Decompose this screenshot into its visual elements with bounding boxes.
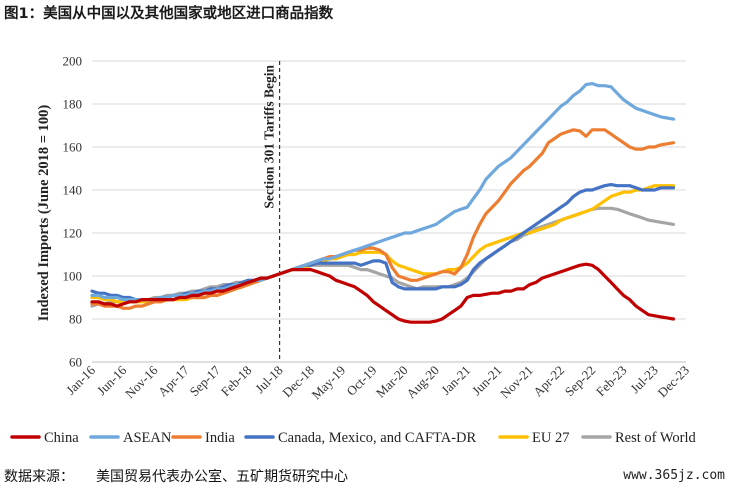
x-tick-label: Aug-20 — [403, 363, 442, 402]
tariff-annotation-label: Section 301 Tariffs Begin — [262, 65, 277, 209]
y-tick-label: 100 — [63, 269, 83, 284]
legend-label: Rest of World — [615, 430, 696, 446]
y-tick-label: 180 — [63, 97, 83, 112]
legend-label: Canada, Mexico, and CAFTA-DR — [278, 430, 477, 446]
y-tick-label: 80 — [69, 312, 82, 327]
watermark: www.365jz.com — [623, 468, 725, 483]
y-axis-label: Indexed Imports (June 2018 = 100) — [36, 105, 52, 322]
legend-label: EU 27 — [532, 430, 569, 446]
legend-item: EU 27 — [498, 430, 569, 446]
x-tick-label: Feb-23 — [593, 363, 630, 400]
y-tick-label: 200 — [63, 54, 83, 69]
x-tick-label: May-19 — [309, 363, 349, 403]
legend-label: China — [44, 430, 79, 446]
tariff-annotation: Section 301 Tariffs Begin — [262, 61, 281, 362]
x-tick-label: Feb-18 — [218, 363, 255, 400]
legend-label: ASEAN — [123, 430, 172, 446]
line-chart: 60 80 100 120 140 160 180 200 Jan-16Jun-16Nov-1… — [10, 54, 696, 446]
source-label: 数据来源： — [4, 469, 74, 485]
legend-item: Canada, Mexico, and CAFTA-DR — [244, 430, 477, 446]
x-tick-label: Mar-20 — [373, 363, 411, 401]
legend-item: China — [10, 430, 79, 446]
y-tick-label: 140 — [63, 183, 83, 198]
source-note: 数据来源： 美国贸易代表办公室、五矿期货研究中心 — [4, 466, 348, 486]
series-line-asean — [90, 81, 676, 302]
legend: China ASEAN India Canada, Mexico, and CAFTA… — [10, 430, 696, 446]
x-tick-label: Apr-17 — [155, 362, 192, 399]
x-axis-ticks: Jan-16Jun-16Nov-16Apr-17Sep-17Feb-18Jul-… — [63, 362, 692, 402]
y-tick-label: 160 — [63, 140, 83, 155]
figure-title: 图1：美国从中国以及其他国家或地区进口商品指数 — [4, 6, 334, 22]
y-axis-ticks: 60 80 100 120 140 160 180 200 — [63, 54, 83, 370]
x-tick-label: Dec-23 — [654, 363, 692, 401]
x-tick-label: Apr-22 — [530, 363, 567, 400]
series-lines — [90, 81, 676, 324]
y-tick-label: 60 — [69, 355, 82, 370]
x-tick-label: Nov-16 — [122, 362, 161, 401]
series-line-india — [90, 128, 676, 310]
legend-item: ASEAN — [89, 430, 172, 446]
x-tick-label: Sep-17 — [187, 362, 224, 399]
legend-item: Rest of World — [581, 430, 696, 446]
x-tick-label: Nov-21 — [497, 363, 536, 402]
x-tick-label: Jan-21 — [438, 363, 473, 398]
legend-item: India — [171, 430, 235, 446]
x-tick-label: Sep-22 — [562, 363, 599, 400]
series-line-china — [90, 262, 676, 324]
series-line-rest-of-world — [90, 206, 676, 308]
legend-label: India — [205, 430, 235, 446]
source-text: 美国贸易代表办公室、五矿期货研究中心 — [96, 469, 348, 485]
series-line-eu-27 — [90, 184, 676, 304]
x-tick-label: Oct-19 — [343, 363, 379, 399]
y-tick-label: 120 — [63, 226, 83, 241]
